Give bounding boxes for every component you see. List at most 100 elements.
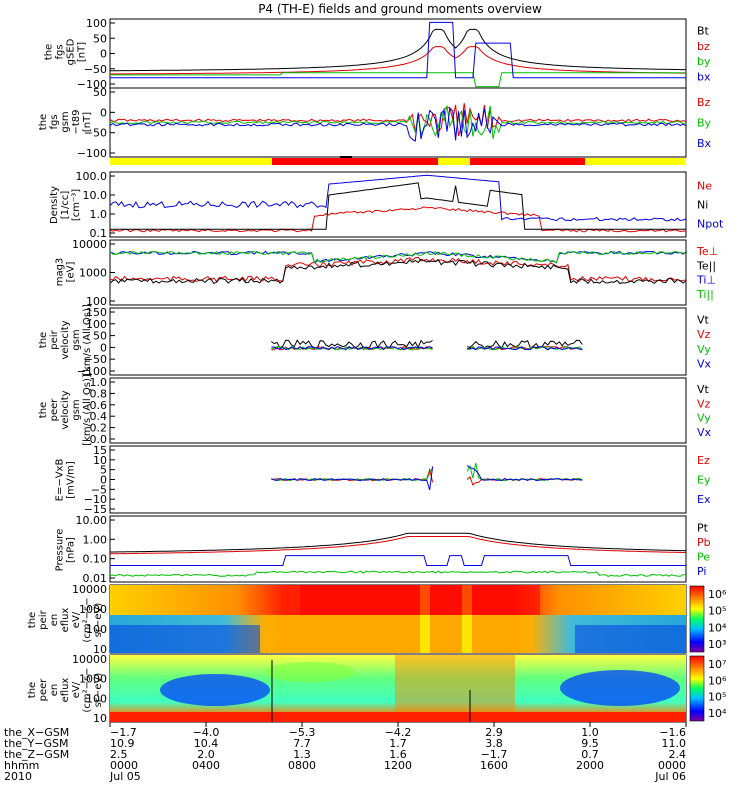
series-Ne bbox=[109, 206, 687, 233]
y-axis-label: eflux bbox=[60, 608, 71, 633]
bottom-tick-value: 2000 bbox=[576, 759, 604, 772]
colorbar-tick-label: 10⁴ bbox=[708, 707, 727, 720]
y-tick-label: 0.6 bbox=[90, 399, 108, 412]
series-Vt bbox=[466, 339, 583, 349]
y-tick-label: 0.01 bbox=[83, 572, 108, 585]
y-tick-label: −50 bbox=[84, 63, 107, 76]
y-tick-label: 0.4 bbox=[90, 410, 108, 423]
y-tick-label: 0 bbox=[100, 341, 107, 354]
y-axis-label: [nPa] bbox=[66, 537, 77, 563]
y-tick-label: 1000 bbox=[79, 673, 107, 686]
colorbar-tick-label: 10⁵ bbox=[708, 691, 726, 704]
panel-temperature: 10000 1000 100 mag3 [eV] Te⊥Te|| Ti⊥Ti|| bbox=[55, 238, 719, 308]
y-tick-label: −100 bbox=[77, 147, 107, 160]
colorbar-peir bbox=[689, 585, 705, 653]
peir-spectrogram bbox=[110, 585, 686, 653]
y-tick-label: 1000 bbox=[79, 267, 107, 280]
series-Bz bbox=[109, 103, 687, 137]
y-axis-label: gsm bbox=[71, 399, 82, 420]
y-tick-label: 0 bbox=[100, 106, 107, 119]
y-axis-label: eV/ bbox=[71, 681, 82, 698]
y-tick-label: 0 bbox=[100, 48, 107, 61]
bottom-tick-value: Jul 05 bbox=[109, 770, 141, 783]
y-tick-label: 50 bbox=[93, 86, 107, 99]
bottom-row-label: 2010 bbox=[4, 770, 32, 783]
bottom-tick-value: 7.7 bbox=[293, 737, 311, 750]
y-axis-label: [cm⁻³] bbox=[71, 189, 82, 221]
y-tick-label: 100 bbox=[86, 17, 107, 30]
legend-Te||: Te|| bbox=[696, 259, 716, 272]
series-Npot bbox=[109, 174, 687, 222]
legend-Ex: Ex bbox=[697, 493, 711, 506]
bottom-tick-value: −1.7 bbox=[481, 748, 508, 761]
y-axis-label: E=−VxB bbox=[55, 459, 66, 502]
y-tick-label: 10000 bbox=[72, 583, 107, 596]
series-Pt bbox=[110, 532, 687, 553]
bottom-tick-value: −1.7 bbox=[110, 726, 137, 739]
series-Vt bbox=[271, 339, 433, 349]
series-By bbox=[109, 105, 687, 139]
y-axis-label: the bbox=[38, 114, 49, 130]
series-Ey bbox=[466, 462, 583, 482]
y-tick-label: 10 bbox=[93, 712, 107, 725]
y-tick-label: 0.10 bbox=[83, 553, 108, 566]
legend-Pt: Pt bbox=[697, 521, 709, 534]
y-tick-label: 150 bbox=[86, 306, 107, 319]
y-axis-label: [nT] bbox=[82, 112, 93, 132]
series-by bbox=[110, 72, 686, 88]
series-Te|| bbox=[109, 258, 687, 285]
bottom-row-label: the_Y−GSM bbox=[4, 737, 69, 750]
series-Ex bbox=[271, 466, 434, 491]
y-axis-label: [nT] bbox=[77, 42, 88, 62]
bottom-tick-value: 1.7 bbox=[389, 737, 407, 750]
bottom-tick-value: 1.6 bbox=[389, 748, 407, 761]
legend-Pe: Pe bbox=[697, 550, 710, 563]
colorbar-tick-label: 10⁷ bbox=[708, 658, 726, 671]
y-axis-label: peir bbox=[38, 609, 49, 629]
legend-Ti||: Ti|| bbox=[696, 288, 714, 301]
y-tick-label: 0.0 bbox=[90, 433, 108, 446]
y-axis-label: sr−eV) bbox=[93, 673, 104, 708]
colorbar-tick-label: 10⁴ bbox=[708, 621, 727, 634]
bottom-tick-value: −4.2 bbox=[385, 726, 412, 739]
legend-Vz: Vz bbox=[697, 397, 711, 410]
bottom-row-label: the_X−GSM bbox=[4, 726, 69, 739]
y-tick-label: 100 bbox=[86, 295, 107, 308]
legend-Ne: Ne bbox=[697, 180, 712, 193]
y-tick-label: 50 bbox=[93, 32, 107, 45]
y-axis-label: gsm bbox=[60, 111, 71, 132]
y-axis-label: velocity bbox=[60, 390, 71, 429]
bottom-tick-value: 11.0 bbox=[662, 737, 687, 750]
bottom-tick-value: 0000 bbox=[110, 759, 138, 772]
legend-Ez: Ez bbox=[697, 454, 710, 467]
bottom-tick-value: −4.0 bbox=[193, 726, 220, 739]
y-tick-label: 100.0 bbox=[76, 170, 108, 183]
y-axis-label: en bbox=[49, 684, 60, 697]
bottom-tick-value: −1.6 bbox=[659, 726, 686, 739]
y-tick-label: 100 bbox=[86, 318, 107, 331]
bottom-tick-value: 1.3 bbox=[293, 748, 311, 761]
bottom-tick-value: 0800 bbox=[288, 759, 316, 772]
y-axis-label: [1/cc] bbox=[60, 191, 71, 220]
legend-Pi: Pi bbox=[697, 565, 706, 578]
y-axis-label: en bbox=[49, 614, 60, 627]
bottom-tick-value: Jul 06 bbox=[654, 770, 686, 783]
y-tick-label: 1.0 bbox=[90, 376, 108, 389]
legend-Vt: Vt bbox=[697, 383, 710, 396]
legend-Vy: Vy bbox=[697, 343, 711, 356]
legend-Vt: Vt bbox=[697, 313, 710, 326]
series-Pi bbox=[110, 555, 686, 566]
y-tick-label: −5 bbox=[91, 483, 107, 496]
series-Te⊥ bbox=[109, 256, 687, 283]
panel-fgs_gsm: 50 0 −50 −100 the fgs gsm −t89 [nT] Bz By Bx bbox=[38, 86, 712, 160]
bottom-row-label: the_Z−GSM bbox=[4, 748, 69, 761]
y-tick-label: 1.00 bbox=[83, 533, 108, 546]
bottom-tick-value: 9.5 bbox=[581, 737, 599, 750]
y-tick-label: −50 bbox=[84, 353, 107, 366]
legend-Npot: Npot bbox=[697, 218, 724, 231]
region-bar bbox=[110, 156, 686, 165]
y-tick-label: 10 bbox=[93, 454, 107, 467]
y-tick-label: 10000 bbox=[72, 653, 107, 666]
